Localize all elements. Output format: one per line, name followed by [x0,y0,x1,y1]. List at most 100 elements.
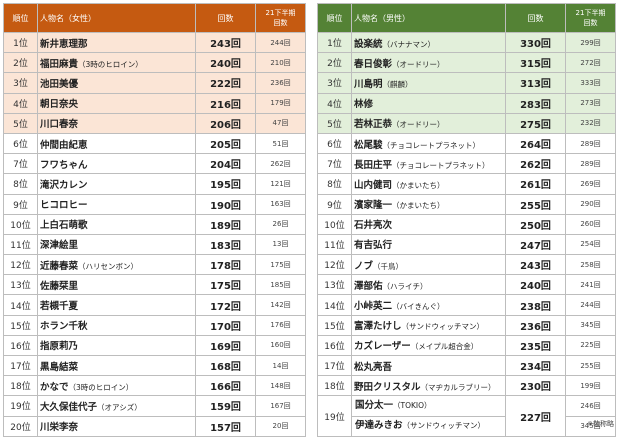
prev-cell: 163回 [255,193,306,215]
person-name: 佐藤栞里 [40,280,79,292]
rank-cell: 10位 [3,213,38,235]
table-row: 14位 小峠英二（バイきんぐ） 238回 244回 [317,294,616,316]
person-name: 朝日奈央 [40,99,79,111]
name-cell: 佐藤栞里 [37,274,196,296]
score-cell: 313回 [505,72,566,94]
prev-cell: 273回 [565,92,616,114]
name-cell: 朝日奈央 [37,92,196,114]
table-row: 12位 近藤春菜（ハリセンボン） 178回 175回 [3,254,306,276]
rank-header: 順位 [317,3,352,33]
rank-cell: 14位 [3,294,38,316]
footnote: ※敬称略 [587,420,614,428]
rank-cell: 12位 [3,254,38,276]
prev-cell: 167回 [255,395,306,417]
person-name: 川口春奈 [40,119,79,131]
table-row: 10位 上白石萌歌 189回 26回 [3,213,306,235]
score-cell: 261回 [505,173,566,195]
prev-cell: 254回 [565,233,616,256]
person-name: 仲間由紀恵 [40,139,88,151]
name-cell: ヒコロヒー [37,193,196,215]
table-row: 15位 富澤たけし（サンドウィッチマン） 236回 345回 [317,314,616,336]
table-row: 13位 澤部佑（ハライチ） 240回 241回 [317,274,616,296]
person-name: 川栄李奈 [40,422,79,434]
person-name: 上白石萌歌 [40,220,88,232]
person-name: 滝沢カレン [40,179,88,191]
person-name: かなで [40,381,69,393]
name-cell: 小峠英二（バイきんぐ） [351,294,506,316]
rank-cell: 11位 [317,233,352,256]
table-row: 14位 若槻千夏 172回 142回 [3,294,306,316]
name-header: 人物名（女性） [37,3,196,33]
prev-cell: 289回 [565,132,616,155]
rank-cell: 3位 [3,72,38,94]
rank-cell: 8位 [3,173,38,195]
score-cell: 168回 [195,354,256,377]
rank-cell: 19位 [3,395,38,417]
name-cell: 濱家隆一（かまいたち） [351,193,506,215]
name-header: 人物名（男性） [351,3,506,33]
prev-cell: 345回 [565,314,616,336]
rank-cell: 1位 [317,31,352,54]
prev-cell: 272回 [565,52,616,74]
prev-cell: 260回 [565,213,616,235]
name-cell: フワちゃん [37,153,196,175]
person-name: 若槻千夏 [40,301,79,313]
score-cell: 262回 [505,153,566,175]
prev-cell: 262回 [255,153,306,175]
prev-cell: 241回 [565,274,616,296]
prev-cell: 20回 [255,415,306,437]
prev-cell: 299回 [565,31,616,54]
rank-cell: 18位 [3,375,38,397]
score-cell: 250回 [505,213,566,235]
score-header: 回数 [505,3,566,33]
table-row: 5位 若林正恭（オードリー） 275回 232回 [317,112,616,134]
prev-cell: 244回 [565,294,616,316]
name-cell: 設楽統（バナナマン） [351,31,506,54]
group-name: （オードリー） [392,59,445,69]
table-row: 18位 野田クリスタル（マヂカルラブリー） 230回 199回 [317,375,616,397]
name-cell: 指原莉乃 [37,334,196,357]
score-cell: 247回 [505,233,566,256]
score-cell: 172回 [195,294,256,316]
prev-cell: 255回 [565,354,616,377]
score-cell: 169回 [195,334,256,357]
name-cell: 松丸亮吾 [351,354,506,377]
person-name: 春日俊彰 [354,58,393,70]
rank-cell: 6位 [317,132,352,155]
score-header: 回数 [195,3,256,33]
rank-cell: 2位 [317,52,352,74]
score-cell: 183回 [195,233,256,256]
prev-cell: 210回 [255,52,306,74]
table-row: 7位 フワちゃん 204回 262回 [3,153,306,175]
person-name: ヒコロヒー [40,200,88,212]
table-row: 13位 佐藤栞里 175回 185回 [3,274,306,296]
score-cell: 235回 [505,334,566,357]
name-cell: 長田庄平（チョコレートプラネット） [351,153,506,175]
score-cell: 222回 [195,72,256,94]
female-header-row: 順位 人物名（女性） 回数 21下半期 回数 [3,3,306,33]
prev-cell: 246回 [565,395,616,417]
table-row: 11位 深津絵里 183回 13回 [3,233,306,256]
score-cell: 166回 [195,375,256,397]
person-name: ノブ [354,260,374,272]
prev-cell: 26回 [255,213,306,235]
rank-cell: 9位 [3,193,38,215]
table-row: 1位 設楽統（バナナマン） 330回 299回 [317,31,616,54]
table-row: 4位 林修 283回 273回 [317,92,616,114]
prev-cell: 185回 [255,274,306,296]
rank-cell: 15位 [3,314,38,336]
prev-cell: 225回 [565,334,616,357]
name-cell: 松尾駿（チョコレートプラネット） [351,132,506,155]
name-cell: 川栄李奈 [37,415,196,437]
group-name: （3時のヒロイン） [68,382,134,392]
group-name: （バナナマン） [382,39,436,49]
person-name: 長田庄平 [354,159,393,171]
table-row: 11位 有吉弘行 247回 254回 [317,233,616,256]
rank-cell: 7位 [3,153,38,175]
score-cell: 204回 [195,153,256,175]
rank-cell: 16位 [3,334,38,357]
table-row: 8位 山内健司（かまいたち） 261回 269回 [317,173,616,195]
name-cell: 国分太一（TOKIO） [351,395,506,417]
score-cell: 157回 [195,415,256,437]
score-cell: 255回 [505,193,566,215]
